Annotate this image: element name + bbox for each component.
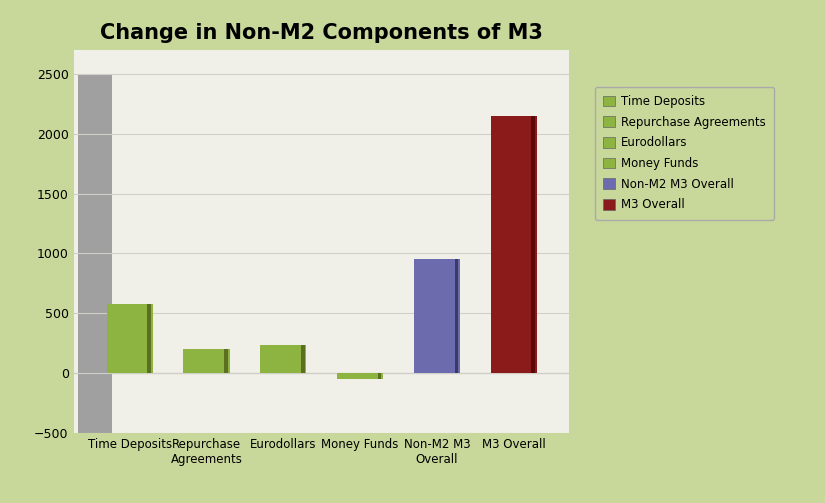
Legend: Time Deposits, Repurchase Agreements, Eurodollars, Money Funds, Non-M2 M3 Overal: Time Deposits, Repurchase Agreements, Eu… — [595, 87, 774, 220]
Bar — [378, 373, 381, 379]
Bar — [531, 116, 535, 373]
Bar — [491, 116, 537, 373]
Bar — [301, 346, 304, 373]
Bar — [414, 260, 460, 373]
Bar — [78, 74, 112, 433]
Bar — [260, 346, 306, 373]
Bar — [224, 349, 228, 373]
Bar — [147, 304, 151, 373]
Bar — [337, 373, 384, 379]
Bar — [455, 260, 458, 373]
Bar — [183, 349, 229, 373]
Bar — [106, 304, 153, 373]
Title: Change in Non-M2 Components of M3: Change in Non-M2 Components of M3 — [101, 23, 543, 43]
